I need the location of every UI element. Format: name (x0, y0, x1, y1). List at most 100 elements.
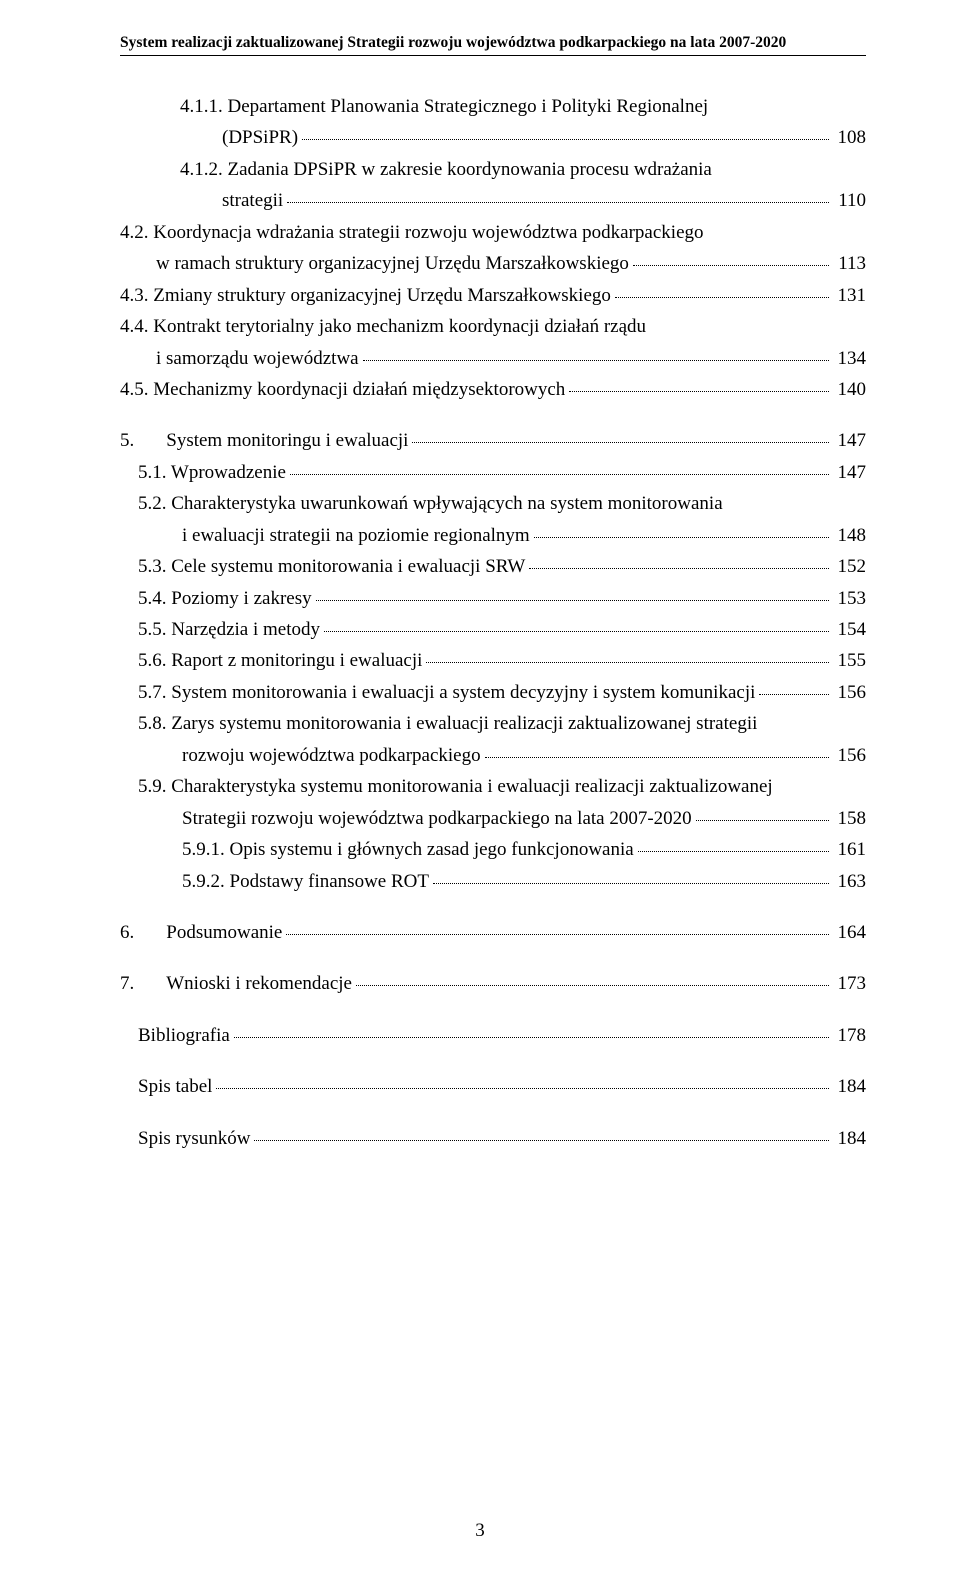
toc-leader (234, 1037, 829, 1038)
toc-page-number: 156 (833, 678, 866, 707)
toc-entry: 4.2. Koordynacja wdrażania strategii roz… (120, 218, 866, 247)
toc-leader (426, 662, 828, 663)
toc-label: Bibliografia (138, 1021, 230, 1050)
toc-page-number: 163 (833, 867, 866, 896)
toc-leader (216, 1088, 828, 1089)
toc-leader (534, 537, 829, 538)
toc-leader (412, 442, 828, 443)
toc-page-number: 155 (833, 646, 866, 675)
toc-page-number: 173 (833, 969, 866, 998)
toc-label: 5.3. Cele systemu monitorowania i ewalua… (138, 552, 525, 581)
toc-entry: Spis rysunków 184 (120, 1124, 866, 1153)
toc-page-number: 154 (833, 615, 866, 644)
toc-entry: 5.1. Wprowadzenie 147 (120, 458, 866, 487)
toc-entry: 4.3. Zmiany struktury organizacyjnej Urz… (120, 281, 866, 310)
toc-leader (324, 631, 829, 632)
table-of-contents: 4.1.1. Departament Planowania Strategicz… (120, 92, 866, 1153)
toc-page-number: 158 (833, 804, 866, 833)
toc-page-number: 147 (833, 458, 866, 487)
toc-page-number: 140 (833, 375, 866, 404)
toc-label: 5.6. Raport z monitoringu i ewaluacji (138, 646, 422, 675)
toc-label: rozwoju województwa podkarpackiego (182, 741, 481, 770)
toc-label: 5.1. Wprowadzenie (138, 458, 286, 487)
toc-entry: 4.1.2. Zadania DPSiPR w zakresie koordyn… (120, 155, 866, 184)
toc-label: Wnioski i rekomendacje (166, 969, 352, 998)
toc-page-number: 110 (833, 186, 866, 215)
toc-page-number: 184 (833, 1072, 866, 1101)
toc-label: 5.2. Charakterystyka uwarunkowań wpływaj… (138, 489, 723, 518)
toc-label: System monitoringu i ewaluacji (166, 426, 408, 455)
toc-label: 4.4. Kontrakt terytorialny jako mechaniz… (120, 312, 646, 341)
toc-page-number: 147 (833, 426, 866, 455)
toc-number: 6. (120, 918, 166, 947)
toc-page-number: 153 (833, 584, 866, 613)
toc-entry: i ewaluacji strategii na poziomie region… (120, 521, 866, 550)
toc-leader (254, 1140, 828, 1141)
toc-entry: Strategii rozwoju województwa podkarpack… (120, 804, 866, 833)
toc-label: i samorządu województwa (156, 344, 359, 373)
toc-page-number: 113 (833, 249, 866, 278)
toc-entry: 5.5. Narzędzia i metody 154 (120, 615, 866, 644)
toc-leader (356, 985, 829, 986)
toc-leader (302, 139, 829, 140)
toc-label: w ramach struktury organizacyjnej Urzędu… (156, 249, 629, 278)
toc-page-number: 152 (833, 552, 866, 581)
toc-leader (638, 851, 829, 852)
toc-leader (615, 297, 829, 298)
toc-entry: w ramach struktury organizacyjnej Urzędu… (120, 249, 866, 278)
toc-entry: rozwoju województwa podkarpackiego 156 (120, 741, 866, 770)
toc-label: 5.4. Poziomy i zakresy (138, 584, 312, 613)
toc-label: 4.1.1. Departament Planowania Strategicz… (180, 92, 708, 121)
toc-leader (433, 883, 829, 884)
toc-leader (290, 474, 829, 475)
toc-entry: 4.5. Mechanizmy koordynacji działań międ… (120, 375, 866, 404)
toc-page-number: 134 (833, 344, 866, 373)
toc-label: Podsumowanie (166, 918, 282, 947)
toc-leader (529, 568, 828, 569)
toc-leader (363, 360, 829, 361)
toc-page-number: 184 (833, 1124, 866, 1153)
toc-leader (696, 820, 829, 821)
toc-page-number: 131 (833, 281, 866, 310)
toc-entry: 7.Wnioski i rekomendacje 173 (120, 969, 866, 998)
toc-label: 5.9.2. Podstawy finansowe ROT (182, 867, 429, 896)
toc-entry: 5.9.2. Podstawy finansowe ROT 163 (120, 867, 866, 896)
toc-leader (569, 391, 828, 392)
toc-label: 5.9.1. Opis systemu i głównych zasad jeg… (182, 835, 634, 864)
toc-page-number: 156 (833, 741, 866, 770)
toc-entry: 5.9.1. Opis systemu i głównych zasad jeg… (120, 835, 866, 864)
toc-entry: strategii 110 (120, 186, 866, 215)
page-number: 3 (0, 1520, 960, 1542)
toc-entry: 5.8. Zarys systemu monitorowania i ewalu… (120, 709, 866, 738)
document-page: System realizacji zaktualizowanej Strate… (0, 0, 960, 1570)
toc-label: 4.2. Koordynacja wdrażania strategii roz… (120, 218, 704, 247)
toc-leader (287, 202, 829, 203)
toc-leader (759, 694, 828, 695)
toc-number: 5. (120, 426, 166, 455)
toc-label: Spis rysunków (138, 1124, 250, 1153)
toc-label: Strategii rozwoju województwa podkarpack… (182, 804, 692, 833)
toc-entry: 5.7. System monitorowania i ewaluacji a … (120, 678, 866, 707)
toc-page-number: 148 (833, 521, 866, 550)
running-header: System realizacji zaktualizowanej Strate… (120, 34, 866, 56)
toc-label: i ewaluacji strategii na poziomie region… (182, 521, 530, 550)
toc-number: 7. (120, 969, 166, 998)
toc-label: (DPSiPR) (222, 123, 298, 152)
toc-page-number: 178 (833, 1021, 866, 1050)
toc-entry: 4.4. Kontrakt terytorialny jako mechaniz… (120, 312, 866, 341)
toc-label: 4.5. Mechanizmy koordynacji działań międ… (120, 375, 565, 404)
toc-leader (286, 934, 828, 935)
toc-entry: Spis tabel 184 (120, 1072, 866, 1101)
toc-page-number: 108 (833, 123, 866, 152)
toc-entry: 4.1.1. Departament Planowania Strategicz… (120, 92, 866, 121)
toc-page-number: 164 (833, 918, 866, 947)
toc-leader (633, 265, 830, 266)
toc-entry: 6.Podsumowanie 164 (120, 918, 866, 947)
toc-label: 5.8. Zarys systemu monitorowania i ewalu… (138, 709, 757, 738)
toc-entry: (DPSiPR) 108 (120, 123, 866, 152)
toc-entry: i samorządu województwa 134 (120, 344, 866, 373)
toc-label: 4.3. Zmiany struktury organizacyjnej Urz… (120, 281, 611, 310)
toc-leader (316, 600, 829, 601)
toc-entry: 5.System monitoringu i ewaluacji 147 (120, 426, 866, 455)
toc-label: 4.1.2. Zadania DPSiPR w zakresie koordyn… (180, 155, 712, 184)
